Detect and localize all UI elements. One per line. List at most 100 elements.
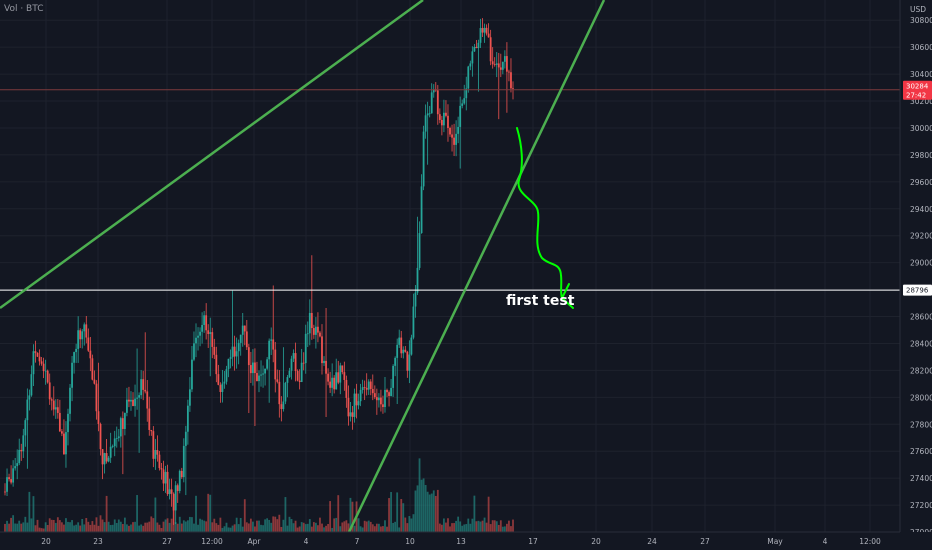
volume-bar	[449, 526, 451, 532]
upper-trendline[interactable]	[0, 0, 424, 310]
candle-body	[121, 418, 124, 429]
candle-body	[50, 399, 53, 401]
volume-bar	[430, 493, 433, 532]
candle-body	[343, 372, 346, 380]
time-tick-label: 27	[162, 537, 172, 546]
candle-body	[219, 384, 222, 393]
volume-bar	[325, 525, 327, 532]
candle-body	[249, 365, 252, 374]
projected-path-drawing[interactable]	[516, 127, 574, 309]
candle-body	[485, 27, 488, 34]
volume-bar	[347, 523, 350, 532]
candle-body	[418, 233, 421, 268]
volume-bar	[91, 521, 94, 532]
volume-bar	[400, 499, 403, 532]
candle-body	[254, 362, 256, 374]
volume-bar	[398, 527, 401, 532]
volume-bar	[278, 514, 281, 532]
time-tick-label: 20	[591, 537, 601, 546]
candle-body	[34, 351, 37, 353]
candle-body	[428, 113, 431, 115]
volume-bar	[77, 522, 80, 532]
candle-body	[197, 335, 199, 338]
candle-body	[233, 346, 236, 357]
candle-body	[178, 470, 181, 491]
candle-body	[461, 103, 464, 106]
candle-body	[262, 373, 264, 375]
volume-bar	[233, 524, 236, 532]
chart-grid	[0, 0, 900, 533]
volume-bar	[499, 520, 502, 532]
candles	[4, 18, 514, 525]
volume-bar	[312, 522, 315, 532]
candle-body	[166, 471, 169, 495]
volume-bar	[138, 525, 141, 532]
candle-body	[369, 381, 372, 389]
volume-bar	[130, 524, 132, 532]
svg-text:30284: 30284	[906, 83, 929, 91]
candle-body	[40, 361, 43, 364]
candle-body	[209, 332, 212, 334]
lower-trendline[interactable]	[347, 0, 606, 533]
candle-body	[487, 33, 490, 38]
candle-body	[304, 333, 307, 364]
volume-bar	[134, 521, 136, 532]
volume-bar	[67, 521, 69, 532]
price-tick-label: 28400	[910, 339, 932, 348]
volume-bar	[252, 521, 254, 532]
volume-bar	[254, 526, 256, 532]
candle-body	[455, 133, 458, 145]
candle-body	[300, 362, 303, 383]
volume-bar	[445, 522, 447, 532]
candle-body	[182, 445, 185, 478]
price-tick-label: 29000	[910, 259, 932, 268]
volume-bar	[377, 523, 380, 532]
candle-body	[321, 336, 323, 364]
candle-body	[268, 340, 271, 360]
candle-body	[65, 432, 67, 455]
time-tick-label: 4	[304, 537, 309, 546]
candle-body	[138, 395, 141, 398]
candle-body	[205, 315, 208, 331]
candle-body	[365, 387, 368, 390]
candle-body	[339, 365, 342, 383]
candle-body	[113, 438, 116, 447]
time-tick-label: 12:00	[201, 537, 223, 546]
volume-bar	[497, 524, 500, 532]
volume-bar	[493, 520, 496, 532]
candle-body	[503, 56, 506, 62]
candle-body	[392, 365, 395, 388]
volume-bar	[412, 514, 415, 532]
time-axis[interactable]	[0, 532, 932, 550]
candle-body	[266, 359, 269, 369]
candle-body	[150, 429, 153, 432]
volume-bar	[434, 495, 437, 532]
candle-body	[331, 377, 334, 388]
candle-body	[252, 362, 254, 374]
candle-body	[42, 363, 45, 371]
candle-body	[473, 46, 476, 52]
time-tick-label: May	[767, 537, 783, 546]
candle-body	[207, 330, 210, 334]
candle-body	[4, 491, 6, 493]
volume-bar	[481, 520, 484, 532]
volume-bar	[323, 527, 325, 532]
candle-body	[99, 423, 102, 450]
volume-bar	[384, 520, 386, 532]
volume-bar	[300, 522, 303, 532]
volume-bar	[174, 522, 177, 532]
candle-body	[20, 449, 23, 452]
volume-bar	[18, 520, 21, 532]
volume-bar	[337, 495, 340, 532]
volume-bar	[14, 523, 17, 532]
candle-body	[508, 71, 510, 73]
candle-body	[105, 453, 108, 462]
candle-body	[390, 387, 392, 396]
annotation-first-test[interactable]: first test	[506, 293, 575, 309]
candle-body	[469, 63, 472, 67]
candle-body	[203, 315, 206, 325]
volume-bar	[483, 517, 486, 532]
candle-body	[174, 485, 177, 511]
candle-body	[371, 388, 374, 394]
